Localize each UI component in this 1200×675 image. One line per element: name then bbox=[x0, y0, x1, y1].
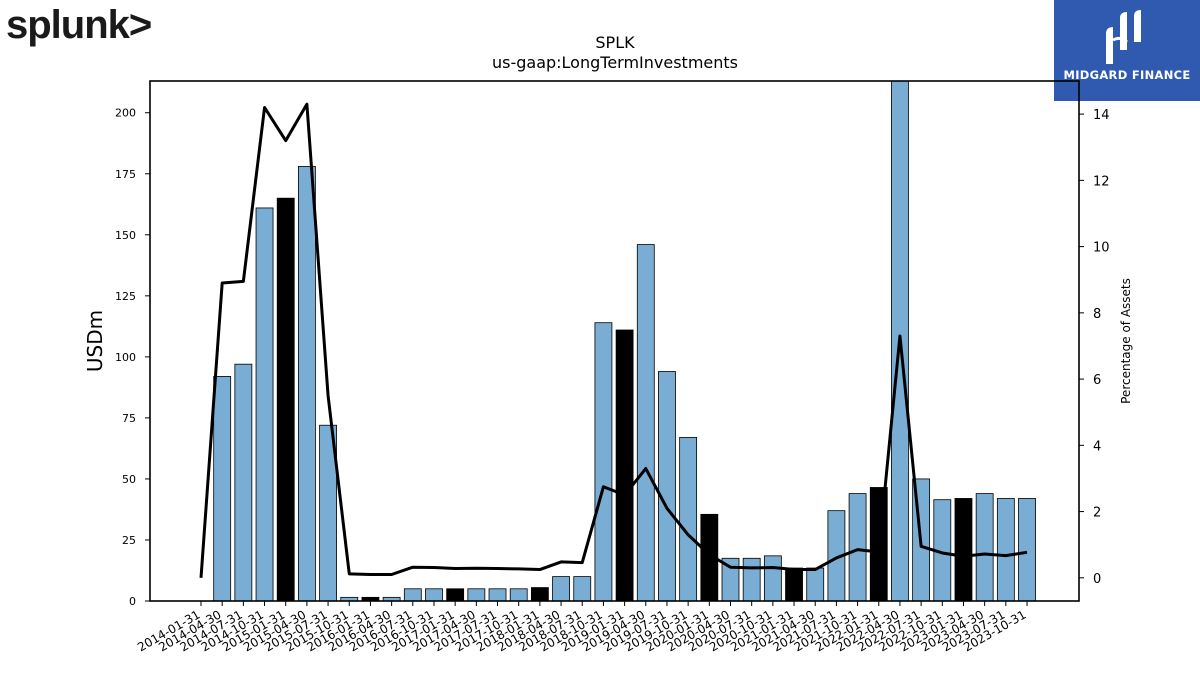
bar-2021-10-31 bbox=[848, 493, 867, 601]
y2-tick-label: 12 bbox=[1093, 174, 1110, 189]
chart-title: SPLK bbox=[595, 33, 635, 52]
y-tick-label: 125 bbox=[115, 290, 136, 303]
bar-2017-07-31 bbox=[488, 588, 507, 601]
y2-tick-label: 8 bbox=[1093, 307, 1101, 322]
bar-2014-10-31 bbox=[255, 207, 274, 601]
bar-2023-01-31 bbox=[954, 498, 973, 601]
bar-2016-10-31 bbox=[425, 588, 443, 601]
y2-tick-label: 10 bbox=[1093, 241, 1110, 256]
bar-2018-04-30 bbox=[552, 576, 570, 601]
splunk-logo: splunk> bbox=[6, 2, 156, 52]
y-tick-label: 50 bbox=[122, 473, 136, 486]
y-tick-label: 175 bbox=[115, 168, 136, 181]
bar-2014-04-30 bbox=[213, 375, 232, 601]
y-tick-label: 75 bbox=[122, 412, 136, 425]
bar-2020-07-31 bbox=[742, 557, 761, 601]
y-tick-label: 25 bbox=[122, 534, 136, 547]
bar-2016-01-31 bbox=[361, 596, 380, 601]
bar-2015-04-30 bbox=[297, 166, 316, 601]
bar-2020-10-31 bbox=[763, 555, 782, 601]
bar-2022-04-30 bbox=[891, 81, 909, 601]
bar-2017-04-30 bbox=[467, 588, 486, 601]
midgard-finance-logo-text: MIDGARD FINANCE bbox=[1063, 68, 1191, 82]
bar-2018-10-31 bbox=[594, 322, 613, 601]
bar-2019-10-31 bbox=[679, 437, 698, 601]
bar-2019-04-30 bbox=[636, 244, 655, 601]
line-layer bbox=[199, 102, 1028, 578]
percentage-line bbox=[199, 102, 1028, 578]
bar-2017-01-31 bbox=[446, 588, 465, 601]
bar-2020-04-30 bbox=[721, 557, 740, 601]
bar-2019-07-31 bbox=[658, 371, 676, 601]
bar-2020-01-31 bbox=[700, 513, 719, 601]
bar-2021-04-30 bbox=[806, 567, 825, 601]
bar-2023-04-30 bbox=[975, 493, 994, 601]
y2-tick-label: 6 bbox=[1093, 373, 1101, 388]
bar-2015-01-31 bbox=[276, 197, 295, 601]
bar-2021-01-31 bbox=[785, 567, 803, 601]
chart-subtitle: us-gaap:LongTermInvestments bbox=[492, 53, 738, 72]
bar-2019-01-31 bbox=[615, 329, 634, 601]
bar-2018-01-31 bbox=[530, 587, 549, 601]
y-axis-label: USDm bbox=[83, 310, 107, 372]
y2-tick-label: 0 bbox=[1093, 572, 1101, 587]
bar-2023-10-31 bbox=[1018, 498, 1036, 601]
plot-frame bbox=[149, 80, 1080, 602]
bar-2016-07-31 bbox=[403, 588, 422, 601]
logo-mark-right bbox=[1134, 10, 1141, 42]
bars-layer bbox=[213, 81, 1036, 601]
bar-2015-07-31 bbox=[319, 424, 337, 601]
y2-tick-label: 14 bbox=[1093, 108, 1110, 123]
logo-mark-arc bbox=[1112, 36, 1128, 44]
splunk-logo-text: splunk> bbox=[6, 3, 151, 47]
y2-tick-label: 4 bbox=[1093, 439, 1101, 454]
bar-2016-04-30 bbox=[382, 596, 401, 601]
axes-layer: 0255075100125150175200024681012142014-01… bbox=[115, 80, 1110, 654]
logo-mark-left bbox=[1106, 27, 1113, 64]
y-tick-label: 0 bbox=[129, 595, 136, 608]
y-tick-label: 100 bbox=[115, 351, 136, 364]
bar-2017-10-31 bbox=[509, 588, 528, 601]
bar-2015-10-31 bbox=[340, 596, 359, 601]
bar-2023-07-31 bbox=[996, 498, 1015, 601]
y-tick-label: 200 bbox=[115, 107, 136, 120]
y2-tick-label: 2 bbox=[1093, 506, 1101, 521]
bar-2014-07-31 bbox=[234, 363, 253, 601]
y-tick-label: 150 bbox=[115, 229, 136, 242]
y2-axis-label: Percentage of Assets bbox=[1119, 278, 1133, 404]
bar-2018-07-31 bbox=[573, 576, 592, 601]
